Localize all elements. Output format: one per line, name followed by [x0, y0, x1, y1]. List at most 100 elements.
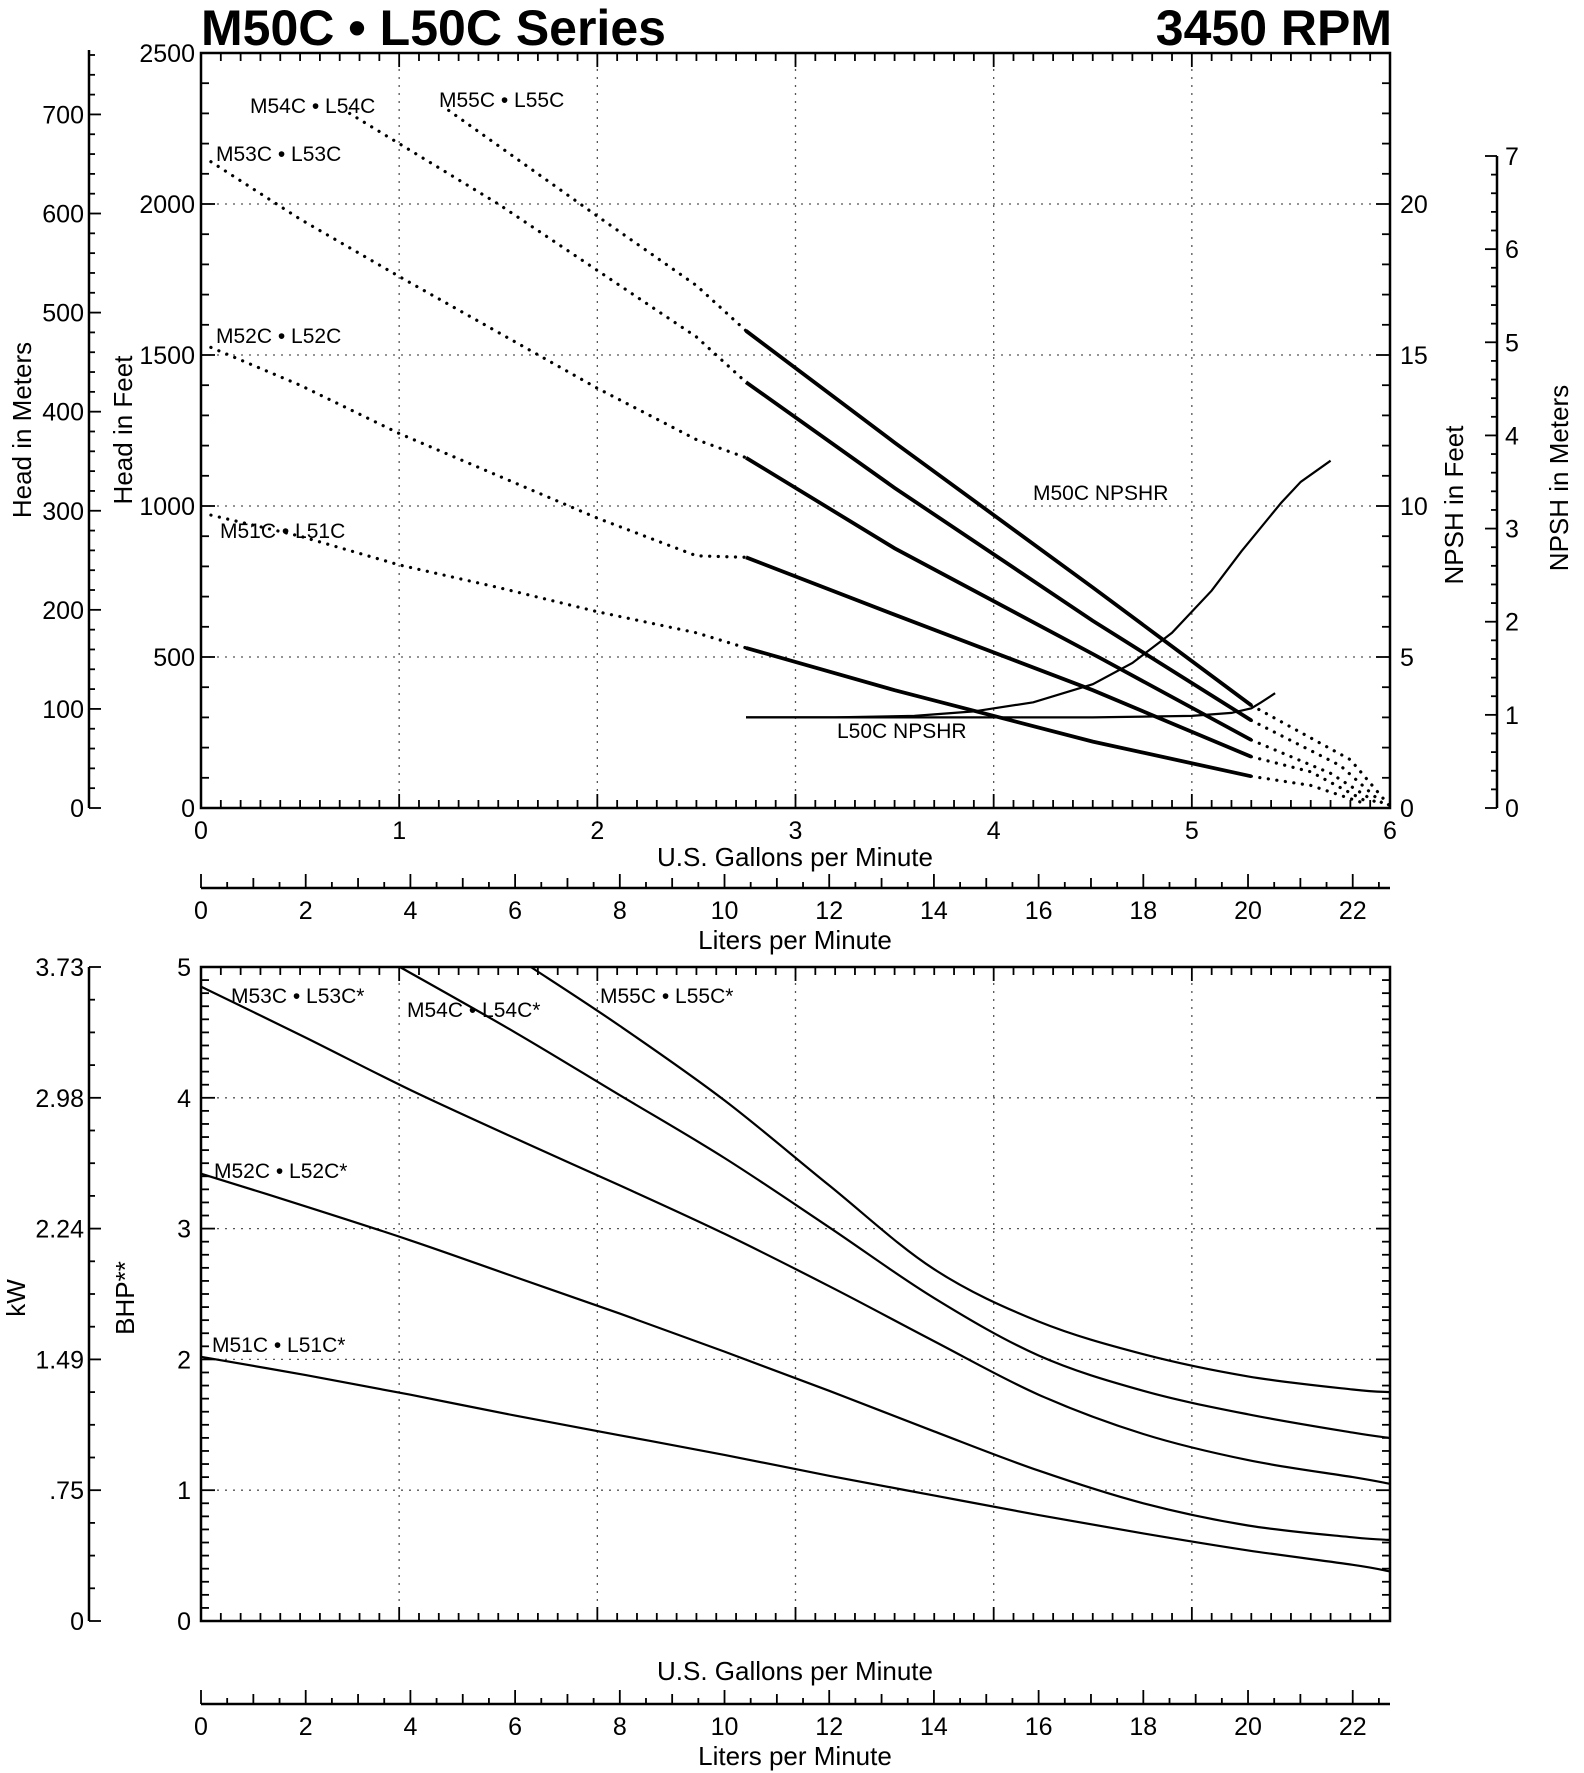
head-meters-tick-label: 0: [70, 795, 84, 823]
power-chart-grid: [201, 967, 1390, 1621]
head-lpm-tick-label: 20: [1234, 897, 1262, 925]
power-curve-label-m51c: M51C • L51C*: [212, 1334, 345, 1357]
bhp-tick-label: 5: [177, 954, 191, 982]
head-meters-tick-label: 600: [42, 201, 84, 229]
head-curve-dotted-3: [209, 160, 748, 460]
npsh-feet-axis-title: NPSH in Feet: [1439, 425, 1469, 585]
head-x-axis-title: U.S. Gallons per Minute: [657, 842, 933, 872]
head-meters-axis-title: Head in Meters: [7, 342, 37, 518]
head-curves: [209, 108, 1392, 809]
power-curve-1: [200, 1355, 1390, 1573]
head-lpm-tick-label: 0: [194, 897, 208, 925]
head-meters-tick-label: 100: [42, 696, 84, 724]
head-chart-grid: [201, 53, 1390, 808]
head-curve-runout-5: [1249, 703, 1392, 809]
power-lpm-tick-label: 4: [403, 1713, 417, 1741]
npsh-feet-tick-label: 0: [1400, 795, 1414, 823]
head-curve-runout-1: [1249, 774, 1362, 804]
power-curves: [200, 966, 1390, 1573]
power-chart-frame: [199, 965, 1392, 1623]
head-curve-label-m53c: M53C • L53C: [216, 143, 341, 166]
head-curve-label-m55c: M55C • L55C: [439, 89, 564, 112]
power-curve-label-m55c: M55C • L55C*: [600, 985, 733, 1008]
power-lpm-tick-label: 2: [299, 1713, 313, 1741]
head-lpm-tick-label: 8: [613, 897, 627, 925]
power-curve-5: [530, 966, 1390, 1394]
head-meters-tick-label: 300: [42, 498, 84, 526]
chart-title: M50C • L50C Series: [201, 0, 666, 56]
head-feet-tick-label: 2500: [139, 40, 195, 68]
head-gpm-tick-label: 5: [1185, 817, 1199, 845]
kw-tick-label: 2.24: [35, 1216, 84, 1244]
power-curve-3: [200, 985, 1390, 1485]
bhp-tick-label: 4: [177, 1085, 191, 1113]
npshr-label-m50c: M50C NPSHR: [1033, 482, 1168, 505]
head-gpm-tick-label: 1: [392, 817, 406, 845]
head-lpm-tick-label: 18: [1129, 897, 1157, 925]
bhp-tick-label: 1: [177, 1477, 191, 1505]
head-gpm-tick-label: 0: [194, 817, 208, 845]
npsh-feet-tick-label: 15: [1400, 342, 1428, 370]
head-feet-tick-label: 1500: [139, 342, 195, 370]
head-lpm-tick-label: 16: [1025, 897, 1053, 925]
head-meters-tick-label: 700: [42, 101, 84, 129]
head-curve-label-m51c: M51C • L51C: [220, 520, 345, 543]
head-lpm-tick-label: 14: [920, 897, 948, 925]
power-lpm-tick-label: 16: [1025, 1713, 1053, 1741]
head-curve-dotted-4: [348, 111, 748, 384]
power-lpm-tick-label: 0: [194, 1713, 208, 1741]
head-curve-dotted-5: [447, 108, 748, 333]
head-lpm-tick-label: 6: [508, 897, 522, 925]
npsh-meters-tick-label: 4: [1505, 422, 1519, 450]
head-gpm-tick-label: 3: [789, 817, 803, 845]
kw-tick-label: 0: [70, 1608, 84, 1636]
head-curve-label-m54c: M54C • L54C: [250, 95, 375, 118]
head-curve-dotted-1: [209, 513, 748, 650]
speed-label: 3450 RPM: [1156, 0, 1392, 56]
head-feet-tick-label: 2000: [139, 191, 195, 219]
power-curve-4: [399, 966, 1390, 1439]
power-curve-label-m53c: M53C • L53C*: [231, 985, 364, 1008]
npsh-meters-tick-label: 1: [1505, 702, 1519, 730]
head-gpm-tick-label: 6: [1383, 817, 1397, 845]
head-curve-label-m52c: M52C • L52C: [216, 325, 341, 348]
power-lpm-tick-label: 14: [920, 1713, 948, 1741]
npshr-curve-l50c: [746, 692, 1276, 719]
power-curve-label-m52c: M52C • L52C*: [214, 1160, 347, 1183]
power-lpm-tick-label: 18: [1129, 1713, 1157, 1741]
npsh-meters-axis-title: NPSH in Meters: [1544, 385, 1574, 571]
head-feet-axis-title: Head in Feet: [108, 355, 138, 505]
head-curve-solid-5: [744, 329, 1253, 707]
head-gpm-tick-label: 2: [590, 817, 604, 845]
power-curve-2: [200, 1172, 1390, 1541]
npsh-meters-tick-label: 6: [1505, 236, 1519, 264]
bhp-axis-title: BHP**: [110, 1261, 140, 1335]
head-curve-solid-1: [745, 646, 1252, 779]
kw-tick-label: 1.49: [35, 1346, 84, 1374]
npsh-meters-tick-label: 2: [1505, 609, 1519, 637]
head-meters-tick-label: 500: [42, 300, 84, 328]
kw-tick-label: .75: [49, 1477, 84, 1505]
head-meters-tick-label: 200: [42, 597, 84, 625]
head-curve-runout-3: [1249, 738, 1382, 807]
npshr-label-l50c: L50C NPSHR: [837, 720, 967, 743]
npshr-curves: [746, 459, 1332, 719]
head-curve-runout-2: [1249, 755, 1372, 806]
head-feet-tick-label: 0: [181, 795, 195, 823]
power-curve-label-m54c: M54C • L54C*: [407, 999, 540, 1022]
head-curve-solid-2: [745, 555, 1253, 759]
npsh-feet-tick-label: 10: [1400, 493, 1428, 521]
bhp-tick-label: 0: [177, 1608, 191, 1636]
power-lpm-tick-label: 22: [1339, 1713, 1367, 1741]
head-meters-tick-label: 400: [42, 399, 84, 427]
head-curve-solid-4: [744, 380, 1253, 723]
bhp-tick-label: 3: [177, 1216, 191, 1244]
power-lpm-tick-label: 12: [815, 1713, 843, 1741]
npsh-meters-tick-label: 3: [1505, 516, 1519, 544]
npsh-feet-tick-label: 5: [1400, 644, 1414, 672]
power-x-axis-title: U.S. Gallons per Minute: [657, 1656, 933, 1686]
head-lpm-axis-title: Liters per Minute: [698, 925, 892, 955]
